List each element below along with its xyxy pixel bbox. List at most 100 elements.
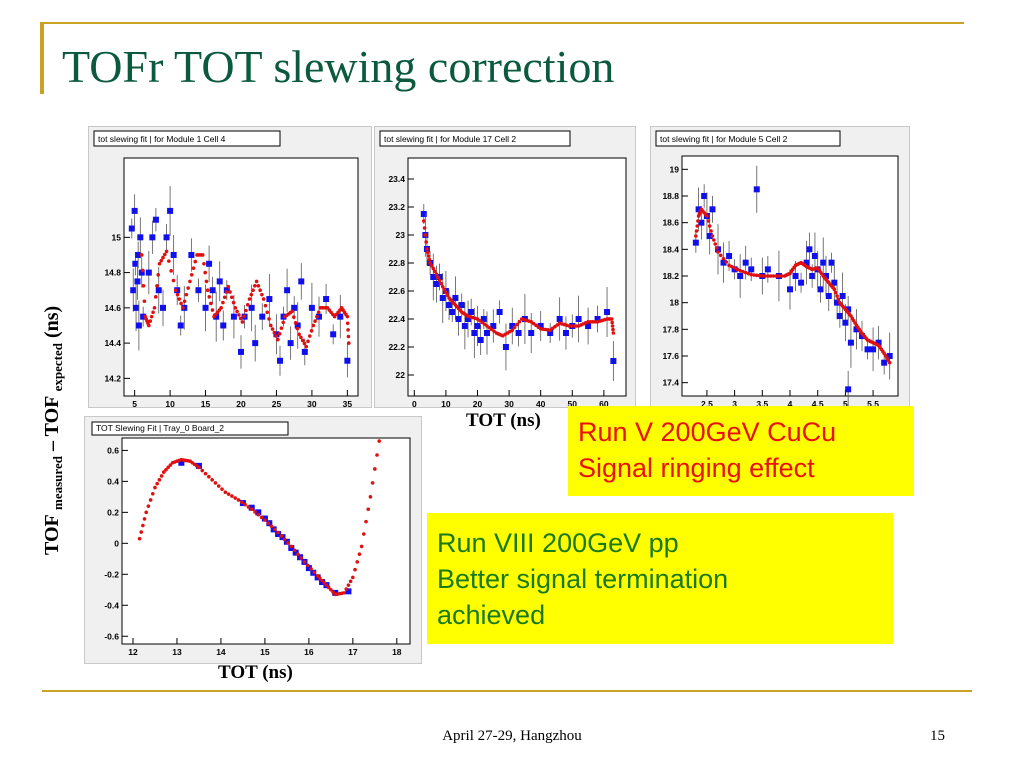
x-tick-label: 30 — [307, 399, 317, 408]
fit-point — [261, 297, 266, 301]
fit-point — [429, 264, 434, 268]
fit-point — [425, 247, 429, 251]
fit-point — [832, 287, 837, 292]
fit-point — [290, 309, 294, 314]
fit-point — [306, 339, 310, 344]
fit-point — [309, 567, 313, 571]
chart-title-box — [379, 130, 571, 147]
data-point — [706, 233, 713, 239]
data-point — [465, 316, 472, 322]
fit-point — [142, 299, 147, 304]
data-point — [291, 304, 298, 311]
data-point — [277, 357, 283, 364]
y-tick-label: -0.2 — [104, 569, 119, 579]
x-tick-label: 0 — [412, 399, 417, 408]
fit-point — [771, 274, 776, 278]
chart-title-box — [91, 421, 289, 436]
fit-point — [422, 226, 427, 230]
data-point — [216, 278, 223, 285]
x-tick-label: 17 — [348, 647, 358, 657]
fit-point — [155, 481, 159, 486]
data-point — [178, 459, 185, 466]
run8-line3: achieved — [437, 600, 546, 630]
data-point — [803, 259, 810, 266]
y-label-sub-expected: expected — [50, 342, 65, 391]
fit-point — [302, 560, 307, 564]
x-tick-label: 60 — [599, 399, 609, 408]
fit-point — [316, 310, 321, 315]
data-point — [842, 319, 849, 326]
fit-point — [295, 326, 300, 331]
data-point — [845, 386, 852, 393]
data-point — [474, 323, 481, 329]
fit-point — [357, 552, 362, 556]
fit-point — [437, 278, 442, 283]
fit-point — [304, 344, 309, 349]
data-point — [230, 313, 237, 320]
data-point — [420, 211, 427, 217]
fit-point — [752, 273, 756, 277]
fit-point — [289, 544, 294, 549]
fit-point — [777, 274, 781, 278]
run8-line1: Run VIII 200GeV pp — [437, 528, 679, 558]
fit-point — [277, 332, 282, 336]
fit-point — [177, 297, 182, 301]
data-point — [188, 251, 195, 258]
fit-point — [210, 308, 215, 312]
fit-point — [139, 253, 144, 257]
fit-point — [307, 334, 312, 338]
fit-point — [150, 491, 155, 496]
y-tick-label: 0.6 — [107, 445, 119, 455]
y-tick-label: 23.2 — [388, 202, 405, 212]
x-tick-label: 13 — [172, 647, 182, 657]
y-tick-label: 14.2 — [104, 373, 121, 383]
y-tick-label: 22 — [396, 370, 406, 380]
fit-point — [427, 257, 432, 262]
fit-point — [836, 297, 841, 302]
page-number: 15 — [930, 728, 945, 744]
fit-point — [835, 294, 839, 298]
y-tick-label: 22.8 — [388, 258, 405, 268]
fit-point — [253, 510, 257, 514]
fit-point — [200, 468, 205, 473]
fit-point — [148, 319, 153, 323]
fit-point — [713, 242, 718, 246]
data-point — [726, 253, 733, 259]
fit-point — [724, 260, 729, 264]
fit-point — [279, 534, 284, 538]
data-point — [562, 330, 569, 336]
data-point — [305, 565, 312, 572]
data-point — [344, 357, 351, 364]
fit-point — [161, 255, 165, 260]
fit-point — [510, 328, 515, 332]
fit-point — [293, 321, 298, 325]
fit-point — [286, 541, 290, 545]
data-point — [452, 295, 459, 301]
data-point — [823, 273, 829, 279]
y-tick-label: 18.6 — [662, 218, 679, 228]
y-tick-label: 19 — [670, 164, 680, 174]
x-tick-label: 40 — [536, 399, 546, 408]
fit-point — [318, 576, 322, 580]
fit-point — [442, 287, 447, 292]
fit-point — [272, 527, 277, 532]
fit-point — [237, 313, 241, 317]
data-point — [177, 322, 184, 329]
fit-point — [204, 279, 209, 284]
fit-point — [186, 286, 190, 290]
fit-point — [760, 274, 765, 278]
data-point — [709, 206, 716, 213]
fit-point — [162, 252, 167, 257]
fit-point — [313, 319, 317, 323]
data-point — [834, 299, 841, 306]
fit-point — [256, 284, 261, 288]
fit-point — [299, 556, 303, 560]
fit-point — [439, 281, 443, 286]
fit-point — [263, 303, 268, 308]
data-point — [881, 359, 888, 366]
fit-point — [249, 507, 254, 512]
fit-point — [151, 310, 155, 315]
x-tick-label: 10 — [165, 399, 175, 408]
fit-point — [445, 293, 450, 297]
y-tick-label: 18.8 — [662, 191, 679, 201]
